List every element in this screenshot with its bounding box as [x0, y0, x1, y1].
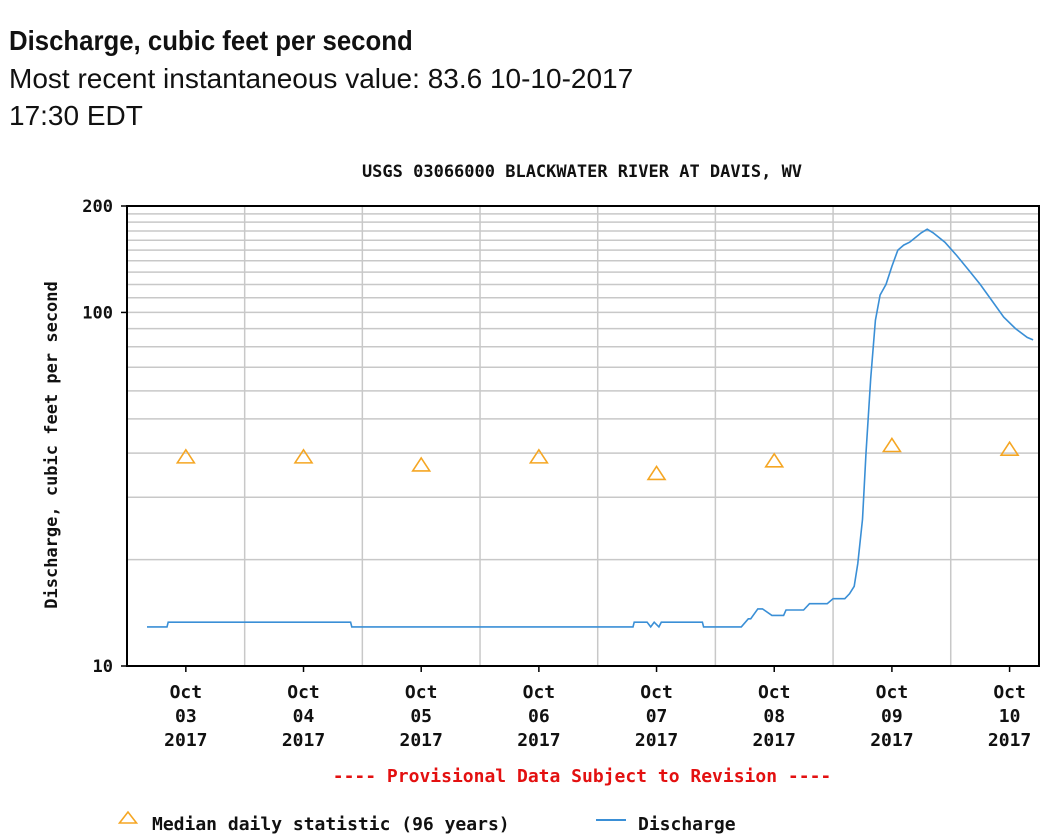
provisional-note: ---- Provisional Data Subject to Revisio…	[333, 766, 832, 787]
median-marker	[528, 448, 549, 464]
median-marker	[411, 456, 432, 472]
legend-median-marker	[117, 810, 139, 824]
median-marker	[999, 440, 1020, 456]
y-tick-label: 10	[93, 657, 113, 677]
x-tick-label: Oct 04 2017	[282, 682, 325, 751]
grid	[126, 206, 1039, 666]
x-tick-label: Oct 08 2017	[753, 682, 796, 751]
legend-discharge-label: Discharge	[638, 814, 736, 835]
x-tick-label: Oct 07 2017	[635, 682, 678, 751]
y-tick-label: 100	[82, 303, 113, 323]
x-tick-label: Oct 03 2017	[164, 682, 207, 751]
chart-title: USGS 03066000 BLACKWATER RIVER AT DAVIS,…	[362, 162, 802, 182]
legend: Median daily statistic (96 years) Dischar…	[117, 810, 736, 835]
x-tick-label: Oct 05 2017	[400, 682, 443, 751]
header: Discharge, cubic feet per second Most re…	[9, 24, 709, 134]
legend-median-label: Median daily statistic (96 years)	[152, 814, 510, 835]
x-tick-label: Oct 10 2017	[988, 682, 1031, 751]
median-marker	[293, 448, 314, 464]
median-marker	[175, 448, 196, 464]
series-layer	[147, 228, 1034, 629]
header-title: Discharge, cubic feet per second	[9, 25, 413, 56]
x-tick-label: Oct 09 2017	[870, 682, 913, 751]
y-tick-label: 200	[82, 197, 113, 217]
x-ticks: Oct 03 2017 Oct 04 2017 Oct 05 2017 Oct 06 2017 Oct 0…	[164, 666, 1031, 751]
median-marker	[764, 452, 785, 468]
plot-frame	[126, 205, 1040, 667]
discharge-line	[147, 228, 1034, 629]
y-ticks: 10 100 200	[82, 197, 127, 677]
header-subtitle: Most recent instantaneous value: 83.6 10…	[9, 63, 634, 131]
y-axis-label: Discharge, cubic feet per second	[42, 281, 62, 609]
x-tick-label: Oct 06 2017	[517, 682, 560, 751]
median-marker	[646, 465, 667, 481]
median-marker	[881, 437, 902, 453]
